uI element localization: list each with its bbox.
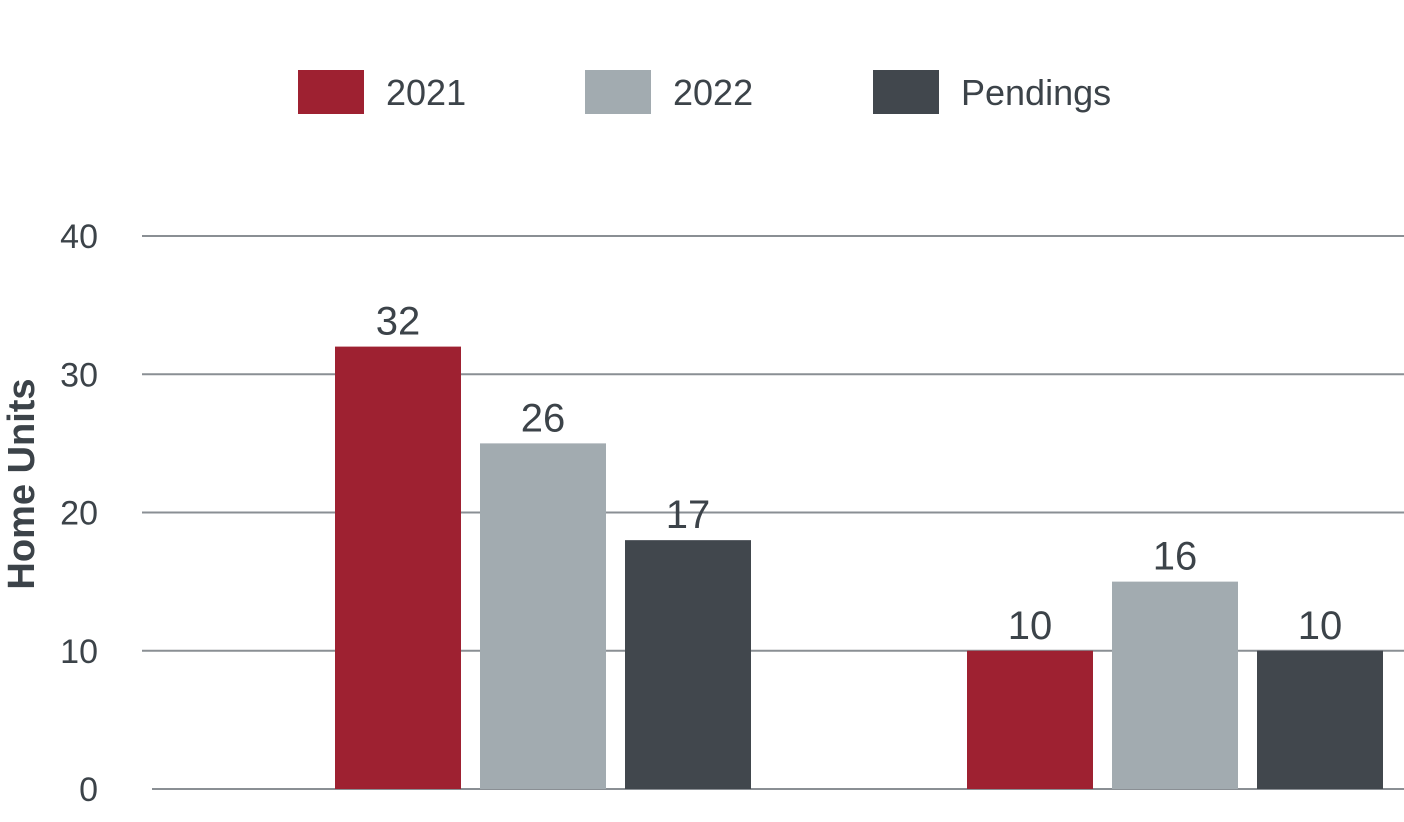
y-tick-label: 0 <box>79 771 98 809</box>
bar <box>335 346 461 789</box>
legend-item: 2021 <box>298 70 466 114</box>
legend-swatch <box>873 70 939 114</box>
legend-label: 2022 <box>673 72 753 113</box>
bar <box>1257 650 1383 789</box>
data-label: 26 <box>521 396 566 440</box>
legend-swatch <box>298 70 364 114</box>
y-tick-label: 40 <box>60 218 98 256</box>
data-label: 16 <box>1153 535 1198 579</box>
data-label: 10 <box>1298 604 1343 648</box>
y-tick-label: 10 <box>60 633 98 671</box>
y-tick-label: 20 <box>60 495 98 533</box>
data-label: 10 <box>1008 604 1053 648</box>
legend: 2021 2022 Pendings <box>298 70 1111 114</box>
legend-label: Pendings <box>961 72 1111 113</box>
y-axis-label: Home Units <box>1 378 43 589</box>
legend-label: 2021 <box>386 72 466 113</box>
y-tick-label: 30 <box>60 356 98 394</box>
bar <box>625 540 751 789</box>
legend-swatch <box>585 70 651 114</box>
y-axis: 0 10 20 30 40 <box>60 218 98 809</box>
data-label: 17 <box>666 493 711 537</box>
data-label: 32 <box>376 300 421 344</box>
legend-item: 2022 <box>585 70 753 114</box>
bar <box>1112 581 1238 789</box>
legend-item: Pendings <box>873 70 1111 114</box>
bar <box>967 650 1093 789</box>
bar <box>480 443 606 789</box>
bars: 32 10 26 16 17 10 <box>335 300 1383 789</box>
